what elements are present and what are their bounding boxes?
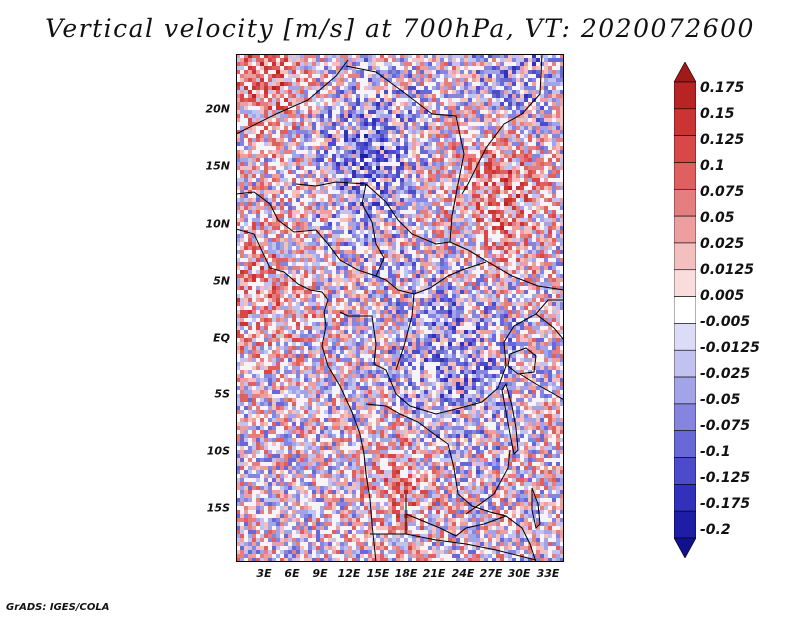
lake-outline	[507, 347, 537, 375]
colorbar-swatch	[673, 403, 697, 432]
colorbar-swatch	[673, 269, 697, 297]
colorbar-swatch	[673, 215, 697, 244]
country-border	[236, 59, 349, 135]
colorbar-swatch	[673, 108, 697, 136]
colorbar-label: -0.1	[700, 444, 731, 460]
country-border	[339, 299, 564, 415]
lat-label: 5S	[214, 387, 230, 401]
colorbar-label: 0.005	[700, 288, 745, 304]
colorbar-label: 0.175	[700, 80, 745, 96]
country-border	[465, 449, 511, 515]
colorbar-label: -0.175	[700, 496, 751, 512]
colorbar-label: -0.025	[700, 366, 751, 382]
lat-label: EQ	[213, 331, 230, 345]
lat-label: 20N	[205, 102, 230, 116]
country-border	[361, 183, 385, 277]
lon-label: 9E	[312, 567, 328, 580]
colorbar-label: 0.025	[700, 236, 745, 252]
lon-label: 6E	[284, 567, 300, 580]
lake-outline	[501, 382, 519, 456]
country-border	[370, 533, 537, 561]
colorbar-swatch	[673, 510, 697, 539]
colorbar-label: -0.2	[700, 522, 731, 538]
colorbar-label: 0.075	[700, 184, 745, 200]
country-border	[365, 403, 537, 562]
country-border	[315, 229, 415, 295]
map-plot-area	[236, 54, 564, 562]
colorbar-swatch	[673, 135, 697, 163]
colorbar-swatch	[673, 323, 697, 351]
lat-label: 15S	[206, 501, 230, 515]
lon-label: 33E	[536, 567, 560, 580]
country-border	[535, 313, 564, 341]
colorbar-label: 0.0125	[700, 262, 755, 278]
country-border	[236, 191, 317, 233]
country-border	[345, 65, 465, 243]
country-border	[295, 181, 367, 187]
colorbar-label: -0.125	[700, 470, 751, 486]
colorbar-swatch	[673, 61, 697, 83]
colorbar-label: -0.075	[700, 418, 751, 434]
lon-label: 24E	[451, 567, 475, 580]
lon-label: 27E	[479, 567, 503, 580]
lon-label: 3E	[256, 567, 272, 580]
colorbar-swatch	[673, 484, 697, 512]
country-border	[461, 54, 543, 195]
lon-label: 21E	[422, 567, 446, 580]
colorbar-swatch	[673, 537, 697, 559]
coastline	[236, 228, 377, 562]
country-border	[395, 293, 415, 371]
grads-credit: GrADS: IGES/COLA	[6, 602, 110, 613]
lat-label: 10N	[205, 217, 230, 231]
colorbar-label: -0.005	[700, 314, 751, 330]
colorbar-label: 0.05	[700, 210, 735, 226]
lon-label: 12E	[337, 567, 361, 580]
lon-label: 15E	[366, 567, 390, 580]
colorbar-swatch	[673, 162, 697, 190]
lon-label: 30E	[507, 567, 531, 580]
map-title: Vertical velocity [m/s] at 700hPa, VT: 2…	[45, 14, 755, 43]
colorbar-label: -0.05	[700, 392, 741, 408]
lat-label: 10S	[206, 444, 230, 458]
colorbar	[673, 61, 697, 559]
colorbar-swatch	[673, 457, 697, 485]
vertical-velocity-field	[236, 54, 564, 562]
colorbar-label: 0.15	[700, 106, 735, 122]
colorbar-swatch	[673, 242, 697, 271]
lat-label: 15N	[205, 159, 230, 173]
country-border	[405, 513, 507, 537]
colorbar-swatch	[673, 296, 697, 324]
country-border	[365, 183, 564, 291]
country-border	[519, 373, 564, 401]
colorbar-swatch	[673, 430, 697, 458]
colorbar-swatch	[673, 81, 697, 110]
colorbar-label: 0.125	[700, 132, 745, 148]
colorbar-swatches	[673, 61, 697, 559]
colorbar-label: 0.1	[700, 158, 725, 174]
lake-outline	[531, 487, 541, 529]
colorbar-swatch	[673, 188, 697, 217]
colorbar-swatch	[673, 349, 697, 378]
colorbar-swatch	[673, 376, 697, 405]
lat-label: 5N	[213, 274, 230, 288]
colorbar-label: -0.0125	[700, 340, 760, 356]
country-border	[413, 261, 487, 295]
lon-label: 18E	[394, 567, 418, 580]
